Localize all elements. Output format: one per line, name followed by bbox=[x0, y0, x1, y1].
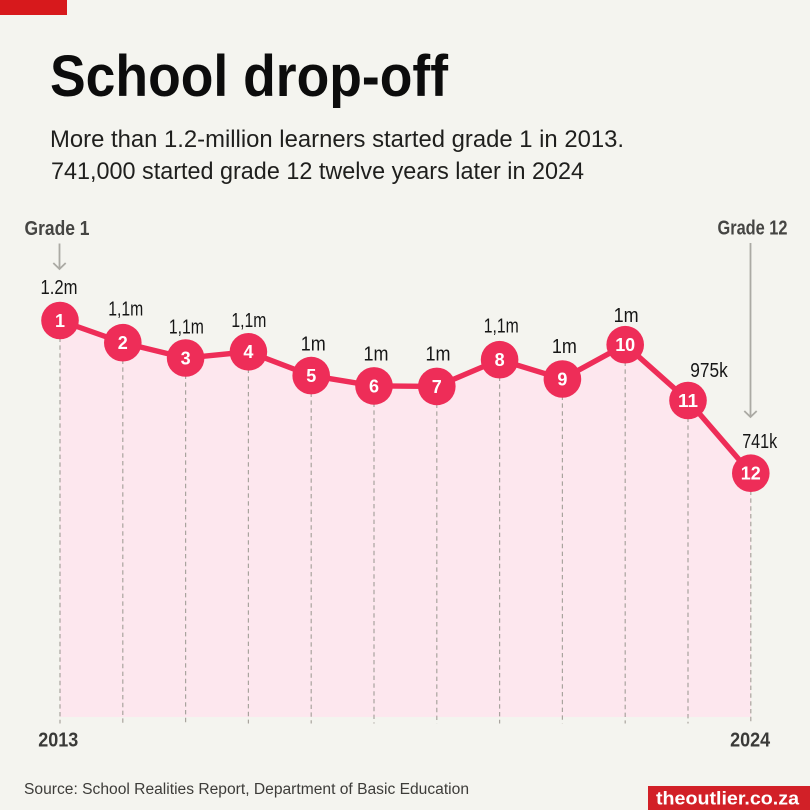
svg-text:10: 10 bbox=[615, 335, 635, 355]
svg-text:1: 1 bbox=[55, 311, 65, 331]
svg-text:1,1m: 1,1m bbox=[231, 310, 266, 332]
svg-text:1m: 1m bbox=[426, 343, 451, 365]
svg-text:741k: 741k bbox=[742, 431, 778, 453]
svg-text:12: 12 bbox=[741, 464, 761, 484]
svg-text:1,1m: 1,1m bbox=[484, 316, 519, 338]
svg-text:741,000 started grade 12 twelv: 741,000 started grade 12 twelve years la… bbox=[51, 158, 584, 185]
svg-text:11: 11 bbox=[678, 391, 698, 411]
svg-text:Grade 1: Grade 1 bbox=[25, 218, 90, 240]
svg-text:theoutlier.co.za: theoutlier.co.za bbox=[656, 789, 800, 809]
svg-text:2013: 2013 bbox=[38, 730, 78, 752]
svg-text:School drop-off: School drop-off bbox=[50, 44, 449, 109]
svg-text:Source: School Realities Repor: Source: School Realities Report, Departm… bbox=[24, 781, 469, 798]
svg-text:6: 6 bbox=[369, 376, 379, 396]
svg-text:9: 9 bbox=[557, 369, 567, 389]
svg-text:8: 8 bbox=[495, 350, 505, 370]
svg-text:1m: 1m bbox=[364, 343, 389, 365]
svg-text:1,1m: 1,1m bbox=[169, 317, 204, 339]
svg-text:7: 7 bbox=[432, 377, 442, 397]
svg-text:More than 1.2-million learners: More than 1.2-million learners started g… bbox=[50, 126, 624, 153]
svg-text:2024: 2024 bbox=[730, 730, 771, 752]
svg-text:2: 2 bbox=[118, 333, 128, 353]
svg-text:1,1m: 1,1m bbox=[108, 298, 143, 320]
svg-text:975k: 975k bbox=[690, 360, 728, 382]
svg-text:Grade 12: Grade 12 bbox=[718, 218, 788, 240]
svg-text:3: 3 bbox=[181, 348, 191, 368]
svg-text:1m: 1m bbox=[614, 305, 639, 327]
svg-text:5: 5 bbox=[306, 366, 316, 386]
svg-text:4: 4 bbox=[243, 342, 253, 362]
svg-text:1m: 1m bbox=[552, 336, 577, 358]
svg-text:1.2m: 1.2m bbox=[41, 277, 78, 299]
svg-text:1m: 1m bbox=[301, 334, 326, 356]
